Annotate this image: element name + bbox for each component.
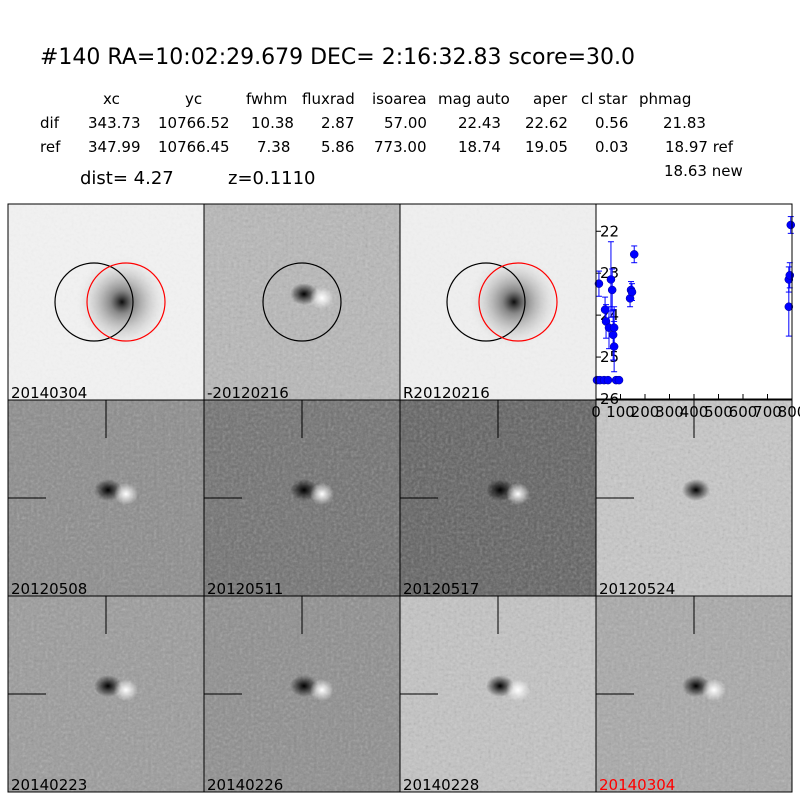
redshift: z=0.1110	[228, 168, 316, 189]
dist: dist= 4.27	[80, 168, 174, 189]
panel-frame	[595, 595, 793, 793]
point	[594, 279, 604, 288]
lightcurve: 22232425260100200300400500600700800	[591, 203, 800, 421]
row-label: dif	[40, 114, 60, 132]
column-header: phmag	[639, 90, 691, 108]
point	[608, 330, 618, 340]
aperture	[262, 262, 342, 342]
column-header: xc	[103, 90, 120, 108]
x-tick-label: 800	[778, 403, 800, 421]
plot-frame	[595, 203, 793, 400]
column-header: aper	[533, 90, 568, 108]
panel-label: 20120524	[599, 580, 675, 598]
point	[785, 271, 795, 280]
x-tick-label: 200	[631, 403, 660, 421]
point	[627, 287, 637, 297]
source-dark	[682, 479, 710, 501]
row-label: ref	[40, 138, 61, 156]
point	[786, 220, 796, 230]
table-cell: 773.00	[374, 138, 427, 156]
column-header: cl star	[581, 90, 628, 108]
point	[609, 342, 619, 351]
source-light	[114, 483, 138, 505]
table-cell: 10766.45	[158, 138, 230, 156]
x-tick-label: 400	[680, 403, 709, 421]
panel-label: 20120511	[207, 580, 283, 598]
x-tick-label: 700	[753, 403, 782, 421]
table-cell: 2.87	[321, 114, 354, 132]
table-cell: 22.43	[458, 114, 501, 132]
table-cell: 10766.52	[158, 114, 230, 132]
source-light	[310, 483, 334, 505]
column-header: fluxrad	[302, 90, 355, 108]
panel-label: 20140226	[207, 776, 283, 794]
panel-label: 20140228	[403, 776, 479, 794]
table-cell: 19.05	[525, 138, 568, 156]
point	[614, 375, 624, 385]
galaxy	[468, 256, 560, 348]
panel-label: 20120517	[403, 580, 479, 598]
table-cell: 21.83	[663, 114, 706, 132]
x-tick-label: 0	[591, 403, 601, 421]
panel-label: -20120216	[207, 384, 289, 402]
column-header: isoarea	[372, 90, 427, 108]
title: #140 RA=10:02:29.679 DEC= 2:16:32.83 sco…	[40, 45, 635, 70]
table-cell: 0.56	[595, 114, 628, 132]
galaxy	[76, 256, 168, 348]
table-cell: 10.38	[251, 114, 294, 132]
x-tick-label: 600	[729, 403, 758, 421]
point	[629, 250, 639, 259]
table-cell: 18.74	[458, 138, 501, 156]
table-cell: 18.97 ref	[665, 138, 734, 156]
source-light	[506, 483, 530, 505]
source-light	[310, 679, 334, 701]
column-header: fwhm	[246, 90, 287, 108]
y-tick-label: 22	[600, 222, 619, 240]
table-cell: 7.38	[257, 138, 290, 156]
table-note: 18.63 new	[664, 162, 743, 180]
point	[784, 302, 794, 311]
aperture-black	[54, 262, 134, 342]
source-light	[702, 679, 726, 701]
aperture-red	[478, 262, 558, 342]
table-cell: 57.00	[384, 114, 427, 132]
point	[606, 275, 616, 284]
aperture-black	[446, 262, 526, 342]
y-tick-label: 25	[600, 348, 619, 366]
source-light	[310, 287, 334, 309]
plot-area	[596, 204, 792, 399]
table-cell: 343.73	[88, 114, 141, 132]
column-header: mag auto	[438, 90, 510, 108]
panel-label: 20140304	[11, 384, 87, 402]
panel-label: 20140223	[11, 776, 87, 794]
table-cell: 0.03	[595, 138, 628, 156]
source-light	[114, 679, 138, 701]
aperture-red	[86, 262, 166, 342]
table-cell: 22.62	[525, 114, 568, 132]
x-tick-label: 300	[655, 403, 684, 421]
x-tick-label: 100	[606, 403, 635, 421]
source-light	[506, 679, 530, 701]
column-header: yc	[185, 90, 202, 108]
x-tick-label: 500	[704, 403, 733, 421]
panel-label: 20120508	[11, 580, 87, 598]
panels: 20140304 -20120216 R20120216 20120508 201205…	[7, 203, 793, 794]
point	[607, 285, 617, 295]
point	[603, 375, 613, 385]
table-cell: 5.86	[321, 138, 354, 156]
panel-label: 20140304	[599, 776, 675, 794]
panel-label: R20120216	[403, 384, 490, 402]
table-cell: 347.99	[88, 138, 141, 156]
